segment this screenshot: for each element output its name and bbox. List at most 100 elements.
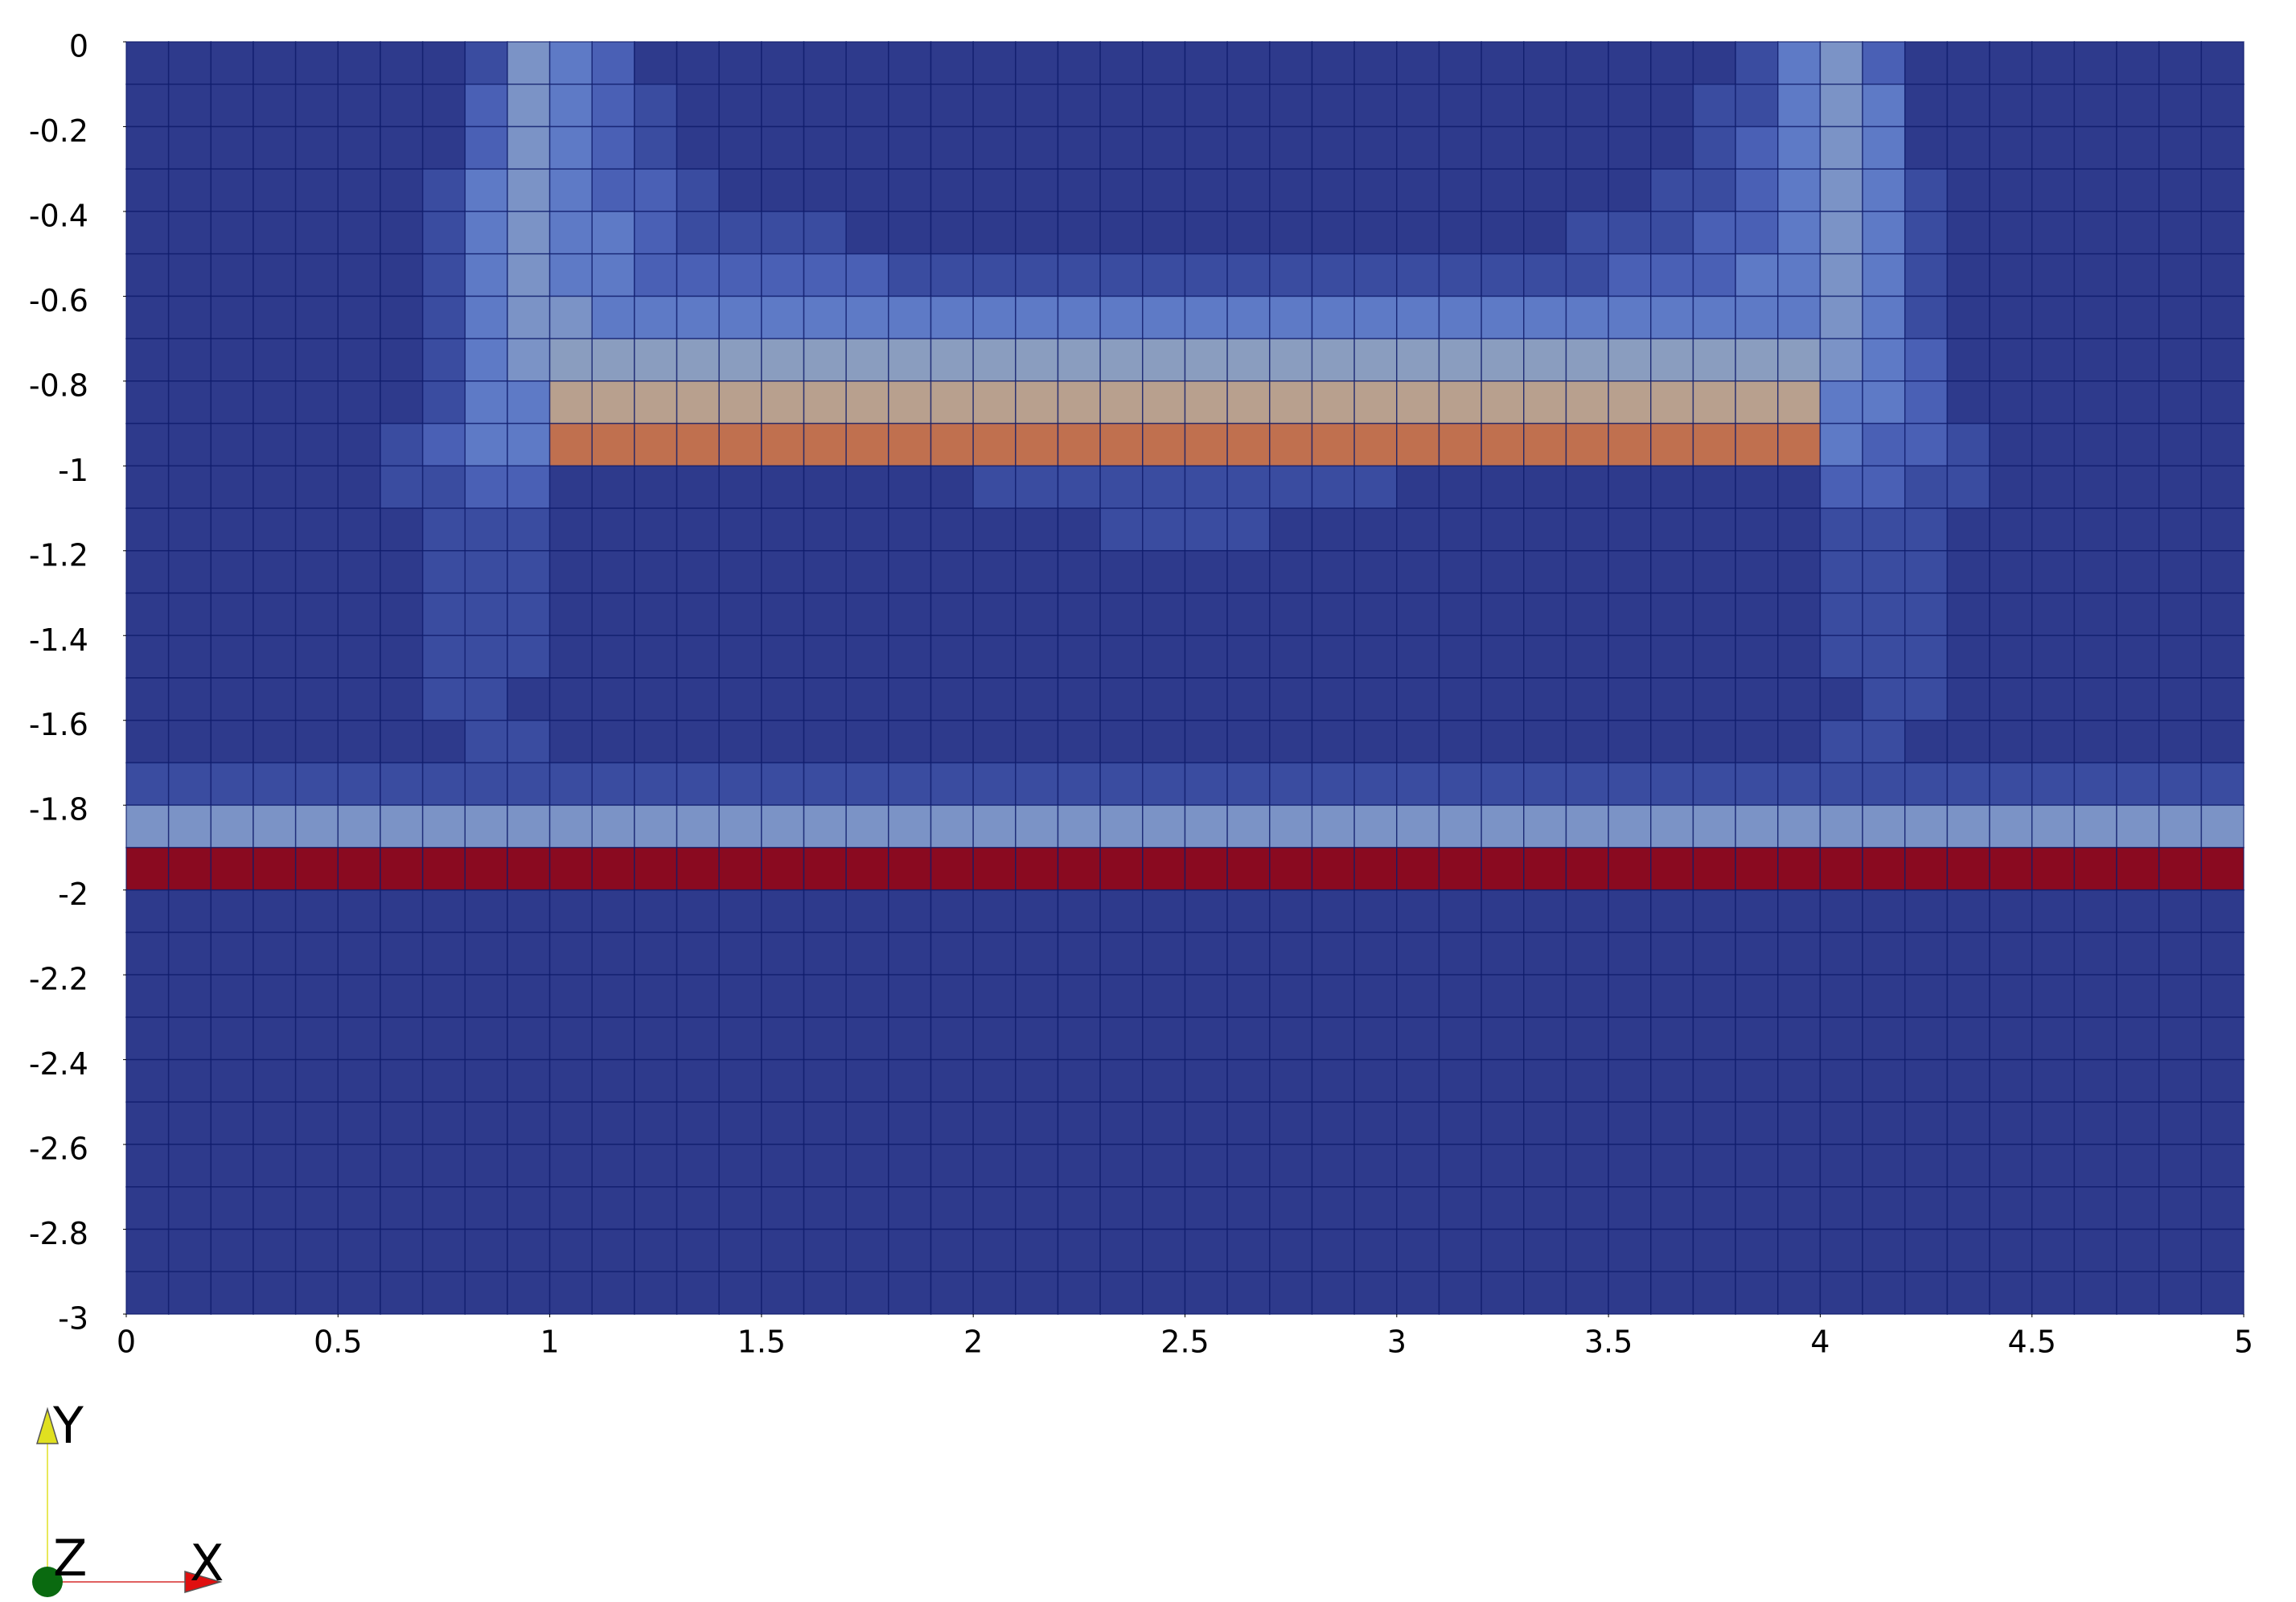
cell <box>337 211 381 255</box>
cell <box>1311 380 1355 425</box>
cell <box>294 762 339 806</box>
cell <box>1989 211 2033 255</box>
cell <box>1819 804 1863 848</box>
cell <box>1565 762 1609 806</box>
cell <box>1946 125 1990 170</box>
cell <box>1269 1101 1313 1145</box>
cell <box>1862 83 1906 128</box>
cell <box>1608 125 1652 170</box>
cell <box>1692 507 1736 552</box>
cell <box>676 592 720 637</box>
cell <box>761 125 805 170</box>
cell <box>761 974 805 1018</box>
cell <box>1226 1101 1271 1145</box>
cell <box>125 550 170 594</box>
cell <box>1057 1271 1101 1315</box>
cell <box>253 380 297 425</box>
x-tick-label: 0.5 <box>314 1325 362 1360</box>
cell <box>634 168 678 212</box>
cell <box>1819 677 1863 721</box>
cell <box>634 762 678 806</box>
cell <box>591 592 635 637</box>
cell <box>1438 41 1482 85</box>
cell <box>1311 1017 1355 1061</box>
cell <box>210 1144 254 1188</box>
cell <box>1735 465 1779 509</box>
cell <box>718 338 762 382</box>
cell <box>761 889 805 934</box>
cell <box>1904 931 1949 976</box>
cell <box>1650 762 1694 806</box>
cell <box>888 719 932 764</box>
cell <box>1565 168 1609 212</box>
cell <box>2031 338 2076 382</box>
cell <box>1353 1271 1398 1315</box>
cell <box>1692 1058 1736 1103</box>
cell <box>1015 635 1059 679</box>
cell <box>1735 889 1779 934</box>
cell <box>380 1271 424 1315</box>
cell <box>1099 1271 1144 1315</box>
cell <box>1946 1017 1990 1061</box>
cell <box>1057 338 1101 382</box>
cell <box>167 338 212 382</box>
cell <box>1692 422 1736 467</box>
cell <box>634 1058 678 1103</box>
cell <box>1099 847 1144 891</box>
cell <box>591 762 635 806</box>
cell <box>1819 41 1863 85</box>
cell <box>1608 1144 1652 1188</box>
cell <box>507 1228 551 1273</box>
cell <box>1862 338 1906 382</box>
cell <box>1184 762 1228 806</box>
cell <box>634 83 678 128</box>
cell <box>210 1017 254 1061</box>
cell <box>167 1101 212 1145</box>
cell <box>167 380 212 425</box>
x-tick-label: 3.5 <box>1584 1325 1633 1360</box>
cell <box>2158 507 2203 552</box>
cell <box>1269 125 1313 170</box>
cell <box>845 41 889 85</box>
cell <box>1904 635 1949 679</box>
cell <box>1692 168 1736 212</box>
cell <box>507 1144 551 1188</box>
cell <box>1989 83 2033 128</box>
cell <box>1989 1101 2033 1145</box>
cell <box>930 1144 974 1188</box>
cell <box>761 677 805 721</box>
cell <box>548 1017 594 1061</box>
cell <box>2116 677 2160 721</box>
x-axis-label: X <box>190 1534 224 1592</box>
cell <box>845 295 889 339</box>
cell <box>253 1101 297 1145</box>
cell <box>1353 380 1398 425</box>
cell <box>634 1017 678 1061</box>
cell <box>167 465 212 509</box>
cell <box>1608 253 1652 298</box>
cell <box>464 253 508 298</box>
cell <box>1608 1058 1652 1103</box>
cell <box>1226 253 1271 298</box>
cell <box>2116 889 2160 934</box>
cell <box>1481 889 1525 934</box>
cell <box>167 41 212 85</box>
cell <box>1353 592 1398 637</box>
cell <box>803 465 847 509</box>
cell <box>1735 507 1779 552</box>
y-tick-label: -2.2 <box>29 962 88 997</box>
cell <box>972 507 1017 552</box>
cell <box>167 931 212 976</box>
cell <box>507 380 551 425</box>
cell <box>930 507 974 552</box>
cell <box>1353 125 1398 170</box>
cell <box>1946 847 1990 891</box>
cell <box>1184 550 1228 594</box>
cell <box>1226 168 1271 212</box>
cell <box>1142 550 1186 594</box>
cell <box>1735 550 1779 594</box>
cell <box>1523 847 1567 891</box>
cell <box>380 125 424 170</box>
cell <box>253 889 297 934</box>
y-tick-label: -2.8 <box>29 1216 88 1251</box>
